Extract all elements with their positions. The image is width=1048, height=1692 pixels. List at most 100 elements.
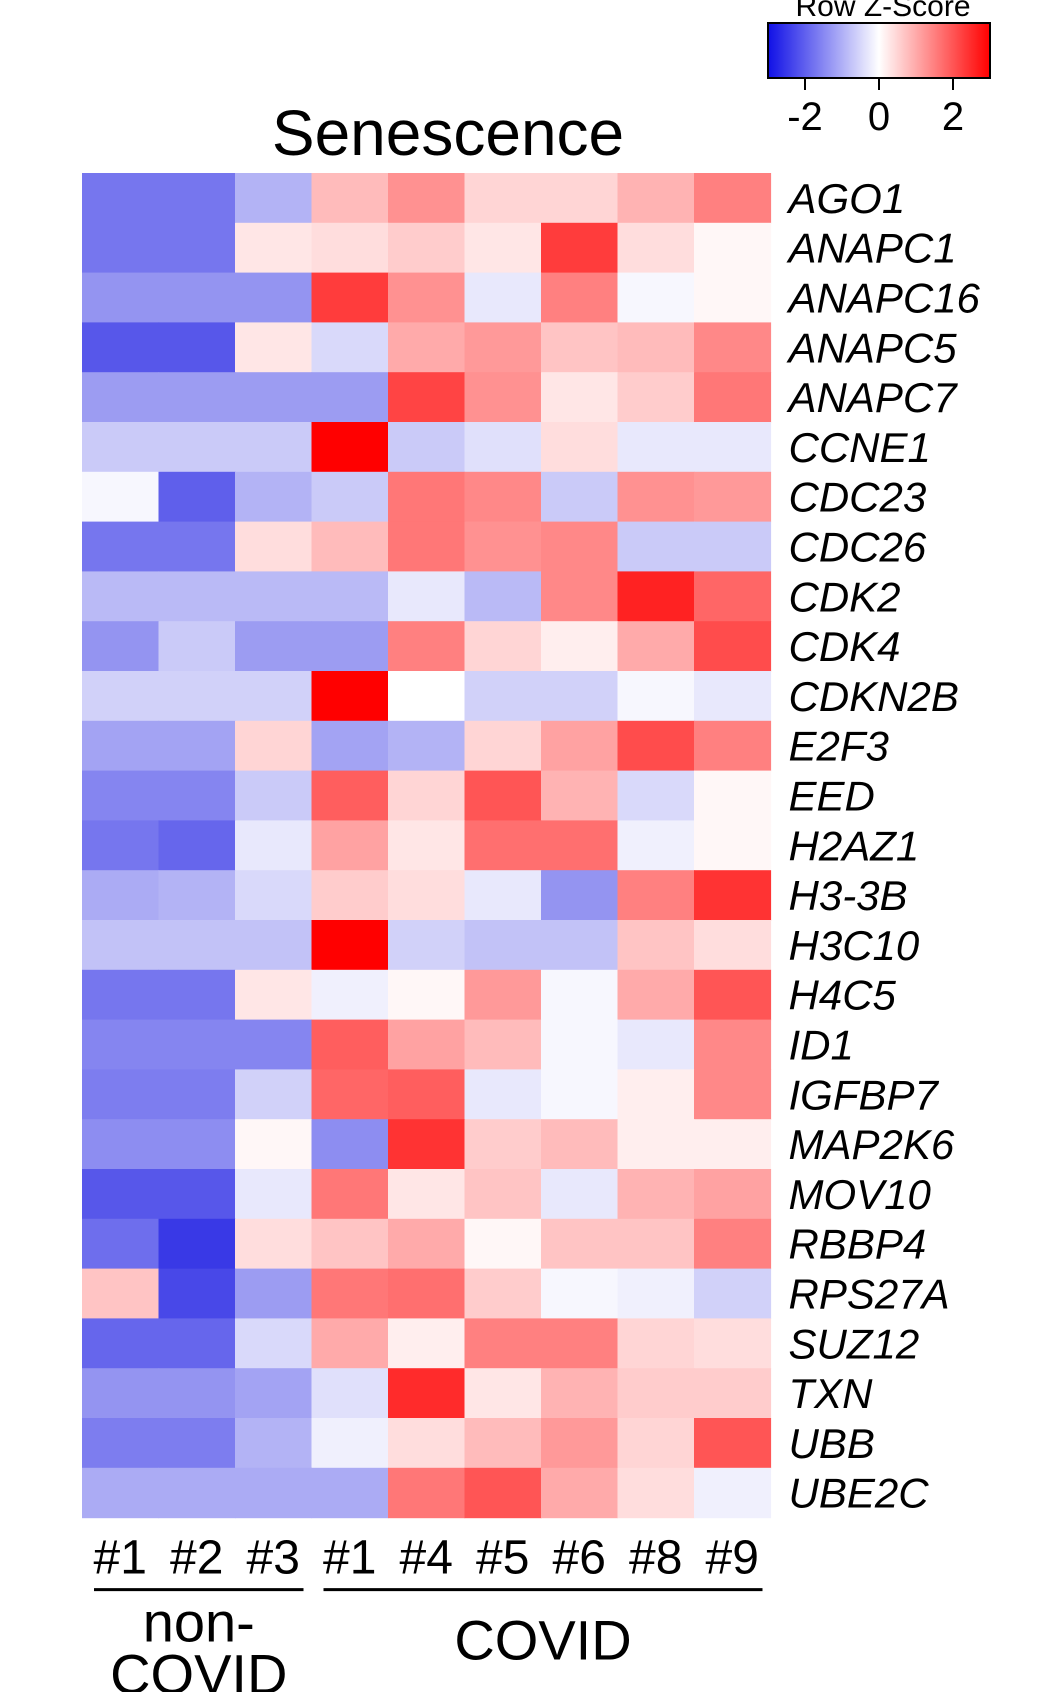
heatmap-cell	[464, 1318, 542, 1369]
heatmap-cell	[388, 920, 466, 971]
row-label: ANAPC1	[786, 225, 957, 272]
chart-title: Senescence	[272, 97, 624, 169]
heatmap-cell	[464, 1169, 542, 1220]
heatmap-cell	[311, 1069, 389, 1120]
row-label: CCNE1	[789, 424, 931, 471]
heatmap-cell	[158, 322, 236, 373]
heatmap-cell	[694, 1418, 772, 1469]
heatmap-cell	[235, 969, 313, 1021]
heatmap-cell	[311, 322, 389, 373]
heatmap-cell	[541, 621, 619, 672]
heatmap-cell	[388, 1119, 466, 1170]
heatmap-cell	[694, 870, 772, 921]
heatmap-cell	[617, 1019, 695, 1070]
heatmap-cell	[82, 671, 160, 722]
heatmap-cell	[464, 322, 542, 373]
heatmap-cell	[694, 173, 772, 224]
column-labels: #1 #2 #3 #1 #4 #5 #6 #8 #9	[94, 1532, 759, 1585]
heatmap-cell	[82, 720, 160, 772]
heatmap-cell	[541, 372, 619, 423]
column-label: #3	[247, 1532, 300, 1585]
heatmap-cell	[694, 671, 772, 722]
heatmap-cell	[311, 1318, 389, 1369]
heatmap-cell	[541, 770, 619, 821]
heatmap-cell	[388, 1218, 466, 1270]
heatmap-cell	[617, 1069, 695, 1120]
heatmap-cell	[464, 272, 542, 323]
heatmap-cell	[158, 1218, 236, 1270]
heatmap-cell	[82, 173, 160, 224]
heatmap-cell	[464, 720, 542, 772]
row-label: MOV10	[789, 1171, 932, 1218]
heatmap-cell	[694, 521, 772, 572]
heatmap-cell	[694, 1368, 772, 1419]
row-label: EED	[789, 773, 875, 820]
heatmap-cell	[617, 920, 695, 971]
heatmap-cell	[82, 1169, 160, 1220]
heatmap-cell	[464, 1019, 542, 1070]
heatmap-cell	[235, 820, 313, 871]
heatmap-cell	[694, 1169, 772, 1220]
heatmap-cell	[617, 820, 695, 871]
heatmap-cell	[464, 1119, 542, 1170]
row-label: H2AZ1	[789, 822, 920, 869]
heatmap-cell	[388, 671, 466, 722]
heatmap-cell	[235, 1467, 313, 1519]
heatmap-cell	[464, 372, 542, 423]
row-label: ID1	[789, 1022, 854, 1069]
heatmap-cell	[541, 920, 619, 971]
heatmap-cell	[158, 1418, 236, 1469]
heatmap-cell	[311, 1368, 389, 1419]
heatmap-cell	[158, 920, 236, 971]
heatmap-cell	[464, 471, 542, 523]
heatmap-cell	[82, 621, 160, 672]
heatmap-cell	[541, 1318, 619, 1369]
heatmap-cell	[464, 870, 542, 921]
heatmap-cell	[82, 870, 160, 921]
heatmap-cell	[158, 1069, 236, 1120]
heatmap-cell	[235, 1069, 313, 1120]
column-label: #6	[553, 1532, 606, 1585]
heatmap-cell	[541, 322, 619, 373]
heatmap-cell	[388, 969, 466, 1021]
column-label: #9	[706, 1532, 759, 1585]
heatmap-cell	[388, 1069, 466, 1120]
heatmap-cell	[311, 1019, 389, 1070]
heatmap-cell	[82, 969, 160, 1021]
heatmap-cell	[694, 820, 772, 871]
heatmap-cell	[388, 372, 466, 423]
heatmap-cell	[541, 1418, 619, 1469]
heatmap-cell	[541, 720, 619, 772]
heatmap-cell	[541, 1069, 619, 1120]
heatmap-cell	[541, 272, 619, 323]
heatmap-cell	[311, 422, 389, 473]
heatmap-cell	[158, 1318, 236, 1369]
heatmap-cell	[694, 1119, 772, 1170]
heatmap-cell	[235, 1268, 313, 1319]
column-label: #4	[400, 1532, 453, 1585]
row-label: ANAPC16	[786, 275, 981, 322]
heatmap-cell	[82, 222, 160, 274]
heatmap-cell	[311, 1119, 389, 1170]
heatmap-cell	[617, 1318, 695, 1369]
heatmap-cell	[694, 272, 772, 323]
heatmap-cell	[158, 1019, 236, 1070]
heatmap-cell	[82, 471, 160, 523]
heatmap-cell	[694, 1069, 772, 1120]
heatmap-cell	[617, 1169, 695, 1220]
heatmap-cell	[235, 322, 313, 373]
heatmap-cell	[235, 920, 313, 971]
column-label: #2	[170, 1532, 223, 1585]
heatmap-cell	[235, 1418, 313, 1469]
heatmap-cell	[694, 1467, 772, 1519]
heatmap-cell	[694, 1268, 772, 1319]
row-label: IGFBP7	[789, 1071, 940, 1118]
heatmap-cell	[541, 969, 619, 1021]
heatmap-cell	[617, 521, 695, 572]
heatmap-cell	[617, 272, 695, 323]
heatmap-cell	[617, 571, 695, 622]
group-label: COVID	[110, 1643, 287, 1692]
heatmap-cell	[82, 1418, 160, 1469]
row-label: ANAPC5	[786, 324, 958, 371]
